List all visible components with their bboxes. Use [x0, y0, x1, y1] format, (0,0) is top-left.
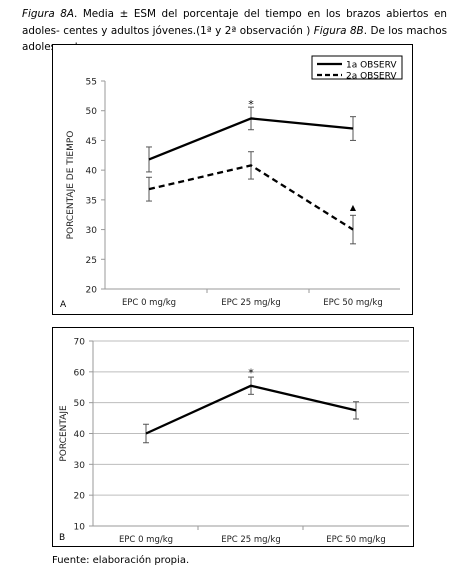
chart-panel-a: 20 25 30 35 40 45 50 55 EPC 0 mg/kg EPC 25 mg/kg E… — [52, 44, 413, 315]
chart-b-y-tick-label-1: 20 — [74, 492, 86, 502]
chart-a-y-tick-label-3: 35 — [86, 196, 97, 206]
caption-figure-b: Figura 8B — [313, 24, 364, 37]
chart-b-y-tick-label-6: 70 — [74, 338, 86, 348]
chart-a-y-tick-label-4: 40 — [86, 167, 98, 177]
chart-b-y-tick-label-3: 40 — [74, 430, 86, 440]
caption-figure-a: Figura 8A — [22, 8, 74, 20]
source-note: Fuente: elaboración propia. — [52, 555, 190, 566]
chart-b-y-axis-label: PORCENTAJE — [59, 405, 69, 462]
chart-a-x-tick-label-1: EPC 25 mg/kg — [221, 298, 281, 308]
chart-b-annotation-0: * — [248, 366, 254, 379]
caption-text-2: centes y adultos jóvenes.(1ª y 2ª observ… — [63, 24, 314, 37]
chart-a-legend-label-0: 1a OBSERV — [346, 61, 397, 71]
chart-b-x-tick-label-0: EPC 0 mg/kg — [119, 535, 173, 545]
chart-b-panel-label: B — [59, 533, 65, 543]
chart-b-series-0-line — [145, 384, 357, 435]
chart-a-svg: 20 25 30 35 40 45 50 55 EPC 0 mg/kg EPC 25 mg/kg E… — [60, 55, 403, 310]
chart-a-y-tick-label-0: 20 — [86, 286, 98, 296]
chart-a-panel-label: A — [60, 300, 67, 310]
chart-b-x-tick-label-1: EPC 25 mg/kg — [221, 535, 281, 545]
chart-a-x-tick-label-0: EPC 0 mg/kg — [122, 298, 176, 308]
chart-b-y-tick-label-5: 60 — [74, 368, 86, 378]
chart-b-svg: 10 20 30 40 50 60 70 EPC 0 mg/kg EPC 25 mg/kg EPC… — [59, 338, 409, 545]
chart-a-y-tick-label-7: 55 — [86, 78, 97, 88]
chart-b-y-tick-label-4: 50 — [74, 399, 86, 409]
chart-b-x-tick-label-2: EPC 50 mg/kg — [326, 535, 386, 545]
chart-a-y-axis-label: PORCENTAJE DE TIEMPO — [66, 131, 76, 240]
chart-a-legend-box — [311, 55, 403, 80]
chart-a-y-tick-label-6: 50 — [86, 107, 98, 117]
chart-a-legend-label-1: 2a OBSERV — [346, 72, 397, 82]
chart-a-series-1-line — [148, 164, 354, 231]
chart-a-annotation-0: * — [248, 98, 254, 111]
chart-b-y-tick-label-0: 10 — [74, 523, 86, 533]
chart-a-annotation-1: ▲ — [350, 203, 357, 212]
caption-text-1: . Media ± ESM del porcentaje del tiempo … — [22, 8, 447, 37]
chart-b-y-tick-label-2: 30 — [74, 461, 86, 471]
chart-a-y-tick-label-2: 30 — [86, 226, 98, 236]
chart-a-series-0-line — [148, 117, 354, 161]
chart-a-y-tick-label-1: 25 — [86, 256, 97, 266]
chart-panel-b: 10 20 30 40 50 60 70 EPC 0 mg/kg EPC 25 mg/kg EPC… — [52, 327, 414, 547]
chart-a-x-tick-label-2: EPC 50 mg/kg — [323, 298, 383, 308]
chart-a-y-tick-label-5: 45 — [86, 137, 97, 147]
